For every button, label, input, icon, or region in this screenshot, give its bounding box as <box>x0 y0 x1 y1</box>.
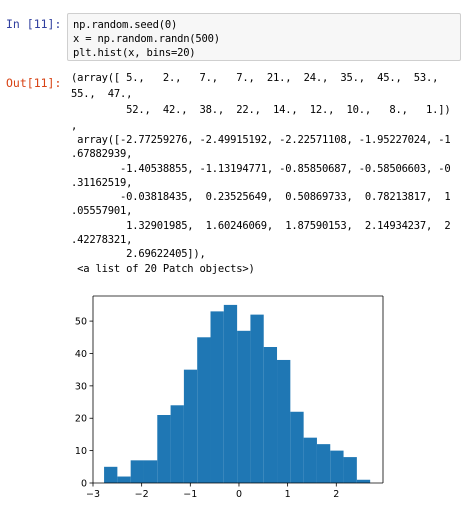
code-line: np.random.seed(0) <box>73 19 178 31</box>
output-line: , <box>71 120 78 132</box>
code-line: x = np.random.randn(500) <box>73 33 220 45</box>
histogram-bar <box>263 347 278 483</box>
output-line: 55., 47., <box>71 88 133 100</box>
code-line: plt.hist(x, bins=20) <box>73 47 196 59</box>
output-line: 1.32901985, 1.60246069, 1.87590153, 2.14… <box>71 220 451 232</box>
y-tick-label: 50 <box>75 317 87 328</box>
histogram-bar <box>117 476 131 483</box>
output-line: -0.03818435, 0.23525649, 0.50869733, 0.7… <box>71 191 451 203</box>
histogram-bar <box>237 330 251 483</box>
histogram-bar <box>183 369 198 483</box>
histogram-bar <box>356 479 371 483</box>
histogram-bar <box>143 460 158 483</box>
output-line: .67882939, <box>71 148 133 160</box>
histogram-bar <box>130 460 144 483</box>
y-tick-label: 40 <box>75 349 87 360</box>
histogram-bar <box>316 444 331 483</box>
output-line: <a list of 20 Patch objects>) <box>71 263 255 275</box>
x-tick-label: 1 <box>285 489 291 500</box>
output-line: .05557901, <box>71 205 133 217</box>
output-line: array([-2.77259276, -2.49915192, -2.2257… <box>71 134 451 146</box>
histogram-bar <box>104 466 118 483</box>
x-tick-label: 2 <box>333 489 339 500</box>
y-tick-label: 20 <box>75 414 87 425</box>
histogram-bar <box>210 311 224 483</box>
histogram-bar <box>157 415 171 483</box>
y-tick-label: 30 <box>75 381 87 392</box>
histogram-bar <box>330 450 344 483</box>
histogram-bars <box>104 304 371 483</box>
x-tick-label: −1 <box>183 489 197 500</box>
code-input-cell[interactable]: np.random.seed(0) x = np.random.randn(50… <box>67 13 461 61</box>
histogram-bar <box>343 457 357 483</box>
y-tick-label: 10 <box>75 446 87 457</box>
output-line: .31162519, <box>71 177 133 189</box>
histogram-bar <box>223 304 238 483</box>
output-line: (array([ 5., 2., 7., 7., 21., 24., 35., … <box>71 72 439 84</box>
x-tick-label: −3 <box>86 489 100 500</box>
x-tick-label: −2 <box>135 489 149 500</box>
output-line: 52., 42., 38., 22., 14., 12., 10., 8., 1… <box>71 104 451 116</box>
histogram-bar <box>250 314 264 483</box>
histogram-bar <box>277 359 291 483</box>
histogram-bar <box>197 337 211 483</box>
y-tick-label: 0 <box>81 479 87 490</box>
histogram-bar <box>290 411 304 483</box>
output-line: 2.69622405]), <box>71 248 206 260</box>
x-tick-label: 0 <box>236 489 242 500</box>
histogram-bar <box>170 405 184 483</box>
output-line: .42278321, <box>71 234 133 246</box>
output-line: -1.40538855, -1.13194771, -0.85850687, -… <box>71 163 451 175</box>
output-prompt: Out[11]: <box>6 76 62 90</box>
input-prompt: In [11]: <box>6 17 62 31</box>
histogram-bar <box>303 437 317 483</box>
